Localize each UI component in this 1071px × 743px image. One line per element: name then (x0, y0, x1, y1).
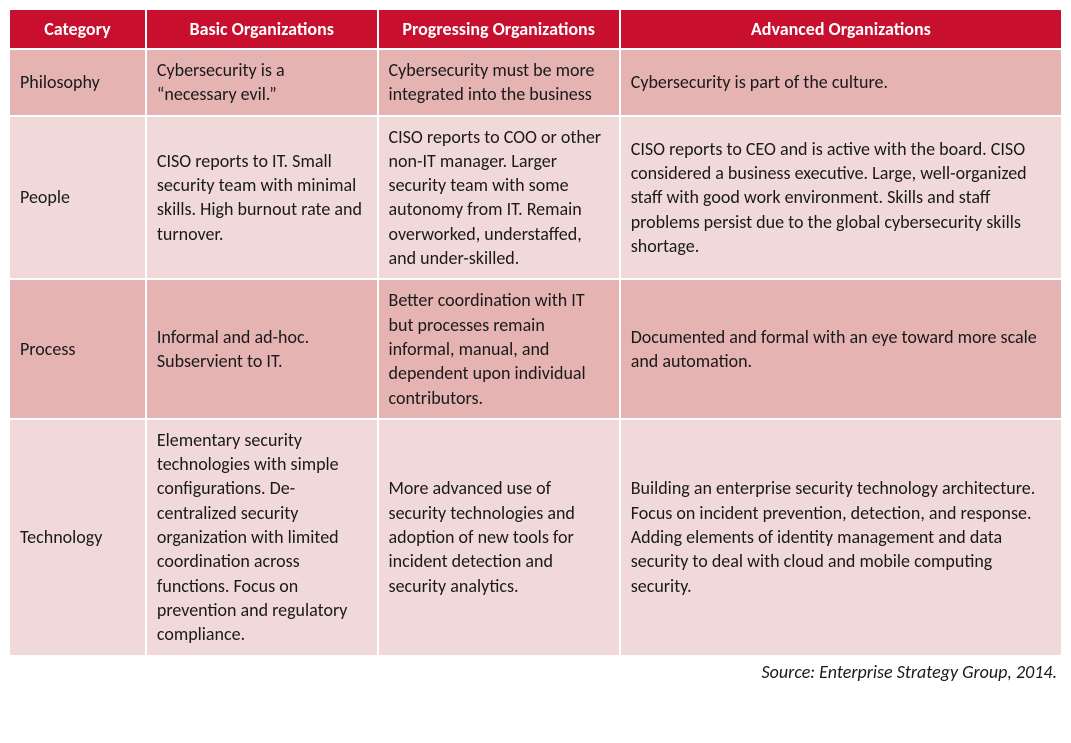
table-row: Process Informal and ad-hoc. Subservient… (9, 279, 1062, 418)
cell-progressing: Better coordination with IT but processe… (378, 279, 620, 418)
header-basic: Basic Organizations (146, 9, 378, 49)
cell-category: People (9, 116, 146, 280)
cell-advanced: Building an enterprise security technolo… (620, 419, 1062, 656)
cell-basic: Elementary security technologies with si… (146, 419, 378, 656)
maturity-table: Category Basic Organizations Progressing… (8, 8, 1063, 657)
table-header-row: Category Basic Organizations Progressing… (9, 9, 1062, 49)
cell-basic: CISO reports to IT. Small security team … (146, 116, 378, 280)
header-category: Category (9, 9, 146, 49)
cell-category: Process (9, 279, 146, 418)
cell-category: Philosophy (9, 49, 146, 116)
source-attribution: Source: Enterprise Strategy Group, 2014. (8, 661, 1063, 683)
header-progressing: Progressing Organizations (378, 9, 620, 49)
table-row: People CISO reports to IT. Small securit… (9, 116, 1062, 280)
cell-progressing: Cybersecurity must be more integrated in… (378, 49, 620, 116)
cell-basic: Cybersecurity is a “necessary evil.” (146, 49, 378, 116)
cell-category: Technology (9, 419, 146, 656)
cell-basic: Informal and ad-hoc. Subservient to IT. (146, 279, 378, 418)
table-row: Technology Elementary security technolog… (9, 419, 1062, 656)
cell-advanced: Cybersecurity is part of the culture. (620, 49, 1062, 116)
cell-advanced: Documented and formal with an eye toward… (620, 279, 1062, 418)
cell-advanced: CISO reports to CEO and is active with t… (620, 116, 1062, 280)
header-advanced: Advanced Organizations (620, 9, 1062, 49)
table-row: Philosophy Cybersecurity is a “necessary… (9, 49, 1062, 116)
cell-progressing: CISO reports to COO or other non-IT mana… (378, 116, 620, 280)
cell-progressing: More advanced use of security technologi… (378, 419, 620, 656)
